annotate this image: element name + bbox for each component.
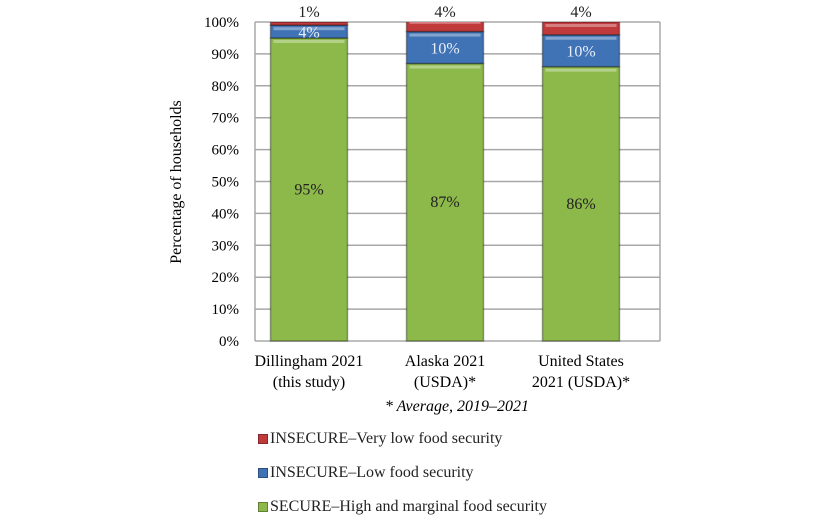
data-label: 95% (294, 181, 323, 198)
legend-swatch (258, 434, 268, 444)
y-axis-title: Percentage of households (168, 100, 185, 264)
legend-label: SECURE–High and marginal food security (270, 498, 547, 515)
x-tick-label: Dillingham 2021 (255, 353, 364, 370)
legend-item: SECURE–High and marginal food security (258, 498, 547, 516)
bar-segment (269, 37, 349, 342)
y-tick-label: 100% (204, 15, 239, 31)
bar-highlight (273, 27, 345, 31)
footnote: * Average, 2019–2021 (385, 398, 529, 415)
legend-item: INSECURE–Low food security (258, 464, 474, 482)
data-label: 87% (430, 194, 459, 211)
data-label: 4% (570, 4, 591, 21)
legend-item: INSECURE–Very low food security (258, 430, 502, 448)
data-label: 4% (298, 25, 319, 42)
y-tick-label: 10% (212, 302, 240, 318)
y-tick-label: 60% (212, 143, 240, 159)
x-tick-label: United States (538, 353, 624, 370)
bar-segment (269, 22, 349, 26)
bar-segment (541, 34, 621, 68)
y-tick-label: 80% (212, 79, 240, 95)
bar-highlight (545, 36, 617, 40)
bar-highlight (409, 22, 481, 24)
legend-label: INSECURE–Very low food security (270, 430, 503, 447)
legend-swatch (258, 468, 268, 478)
data-label: 10% (566, 44, 595, 61)
bar-segment (541, 22, 621, 36)
y-tick-label: 70% (212, 111, 240, 127)
x-tick-label: (this study) (273, 374, 345, 391)
x-tick-label: (USDA)* (414, 374, 476, 391)
data-label: 1% (298, 4, 319, 21)
y-tick-label: 50% (212, 175, 240, 191)
y-tick-label: 90% (212, 47, 240, 63)
legend-swatch (258, 502, 268, 512)
bar-segment (405, 30, 485, 65)
bar-segment (541, 65, 621, 342)
data-label: 4% (434, 4, 455, 21)
x-tick-label: 2021 (USDA)* (532, 374, 630, 391)
y-tick-label: 30% (212, 238, 240, 254)
y-tick-label: 20% (212, 270, 240, 286)
bar-highlight (409, 65, 481, 69)
x-tick-label: Alaska 2021 (405, 353, 485, 370)
legend-label: INSECURE–Low food security (270, 464, 474, 481)
bar-segment (405, 22, 485, 33)
bar-highlight (409, 33, 481, 37)
y-tick-label: 40% (212, 206, 240, 222)
data-label: 86% (566, 196, 595, 213)
bar-highlight (273, 39, 345, 43)
bar-highlight (545, 68, 617, 72)
y-tick-label: 0% (219, 334, 239, 350)
bar-highlight (545, 24, 617, 27)
bar-segment (405, 62, 485, 342)
data-label: 10% (430, 41, 459, 58)
